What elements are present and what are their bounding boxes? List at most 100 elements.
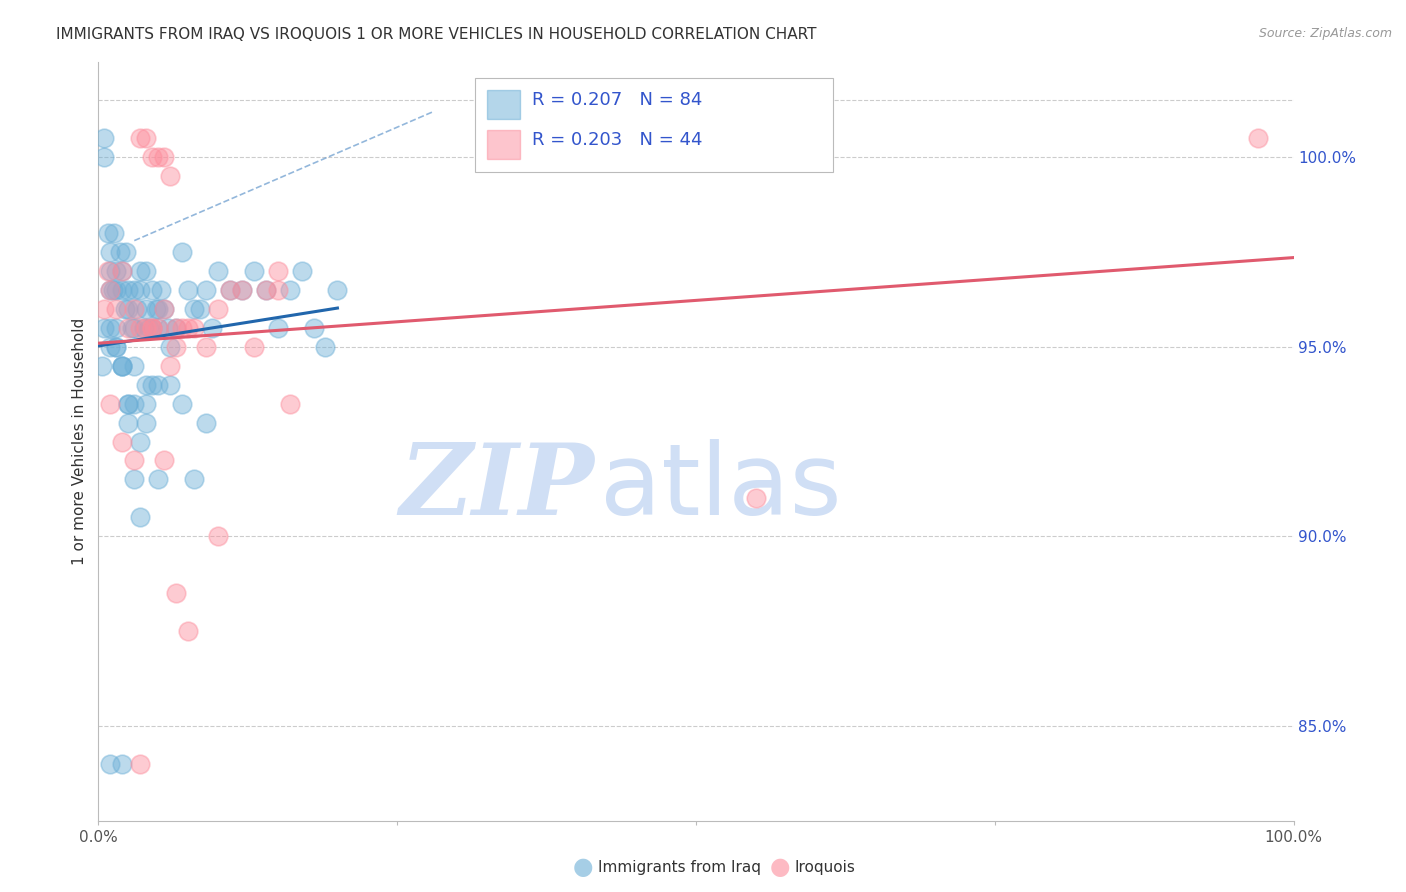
Point <box>121 320 143 334</box>
Point <box>207 301 229 316</box>
Point <box>105 320 128 334</box>
Point <box>148 320 170 334</box>
Text: ●: ● <box>770 855 790 879</box>
Point <box>148 472 170 486</box>
Point <box>172 396 194 410</box>
Point <box>201 320 224 334</box>
Text: ●: ● <box>574 855 593 879</box>
Point <box>145 301 167 316</box>
Point <box>159 169 181 183</box>
Point <box>135 131 157 145</box>
Text: R = 0.207   N = 84: R = 0.207 N = 84 <box>533 91 703 110</box>
Point <box>135 416 157 430</box>
Point <box>254 283 277 297</box>
Point <box>111 359 134 373</box>
Point <box>117 283 139 297</box>
Point <box>177 320 200 334</box>
Point <box>129 264 152 278</box>
Point <box>153 301 176 316</box>
Point <box>172 320 194 334</box>
Point <box>156 320 179 334</box>
Point <box>153 150 176 164</box>
Point <box>117 320 139 334</box>
Point <box>159 359 181 373</box>
Point <box>207 264 229 278</box>
Point <box>98 320 122 334</box>
Point <box>98 396 122 410</box>
Point <box>117 416 139 430</box>
Point <box>745 491 768 506</box>
Point <box>219 283 242 297</box>
Point <box>115 244 138 259</box>
Text: Source: ZipAtlas.com: Source: ZipAtlas.com <box>1258 27 1392 40</box>
Point <box>105 340 128 354</box>
Point <box>129 283 152 297</box>
Point <box>105 283 128 297</box>
Point <box>98 244 122 259</box>
Point <box>183 472 205 486</box>
Point <box>98 264 122 278</box>
Point <box>91 359 114 373</box>
Point <box>93 131 115 145</box>
Point <box>267 264 290 278</box>
Point <box>141 320 163 334</box>
Bar <box>486 90 520 120</box>
Point <box>124 453 146 467</box>
Point <box>1247 131 1270 145</box>
Point <box>231 283 253 297</box>
Point <box>148 301 170 316</box>
Point <box>183 320 205 334</box>
Point <box>141 320 163 334</box>
Point <box>125 301 148 316</box>
Point <box>117 301 139 316</box>
Text: atlas: atlas <box>600 439 842 535</box>
Text: IMMIGRANTS FROM IRAQ VS IROQUOIS 1 OR MORE VEHICLES IN HOUSEHOLD CORRELATION CHA: IMMIGRANTS FROM IRAQ VS IROQUOIS 1 OR MO… <box>56 27 817 42</box>
Point <box>98 283 122 297</box>
Bar <box>486 130 520 159</box>
Point <box>111 434 134 449</box>
Text: Iroquois: Iroquois <box>794 860 855 874</box>
Point <box>129 756 152 771</box>
Point <box>97 226 120 240</box>
Point <box>183 301 205 316</box>
Point <box>177 283 200 297</box>
Point <box>172 244 194 259</box>
Point <box>153 301 176 316</box>
Point <box>101 283 124 297</box>
Point <box>148 150 170 164</box>
Point <box>153 453 176 467</box>
Point <box>93 320 115 334</box>
Point <box>124 396 146 410</box>
Point <box>141 150 163 164</box>
Point <box>159 377 181 392</box>
Point <box>141 320 163 334</box>
Text: R = 0.203   N = 44: R = 0.203 N = 44 <box>533 131 703 149</box>
Point <box>267 320 290 334</box>
Point <box>108 244 131 259</box>
Point <box>129 131 152 145</box>
Point <box>148 377 170 392</box>
Point <box>129 434 152 449</box>
Point <box>267 283 290 297</box>
Text: ZIP: ZIP <box>399 439 595 535</box>
Point <box>97 264 120 278</box>
Point <box>98 756 122 771</box>
Point <box>207 529 229 543</box>
Point <box>188 301 211 316</box>
Point <box>138 320 160 334</box>
Point <box>111 756 134 771</box>
Point <box>195 416 218 430</box>
Text: Immigrants from Iraq: Immigrants from Iraq <box>598 860 761 874</box>
Point <box>165 320 187 334</box>
Point <box>124 283 146 297</box>
Point <box>159 340 181 354</box>
Point <box>111 283 134 297</box>
Point <box>111 264 134 278</box>
Point <box>111 359 134 373</box>
Point <box>165 340 187 354</box>
Point <box>124 320 146 334</box>
Y-axis label: 1 or more Vehicles in Household: 1 or more Vehicles in Household <box>72 318 87 566</box>
Point <box>111 359 134 373</box>
Point <box>105 301 128 316</box>
Point <box>132 320 155 334</box>
